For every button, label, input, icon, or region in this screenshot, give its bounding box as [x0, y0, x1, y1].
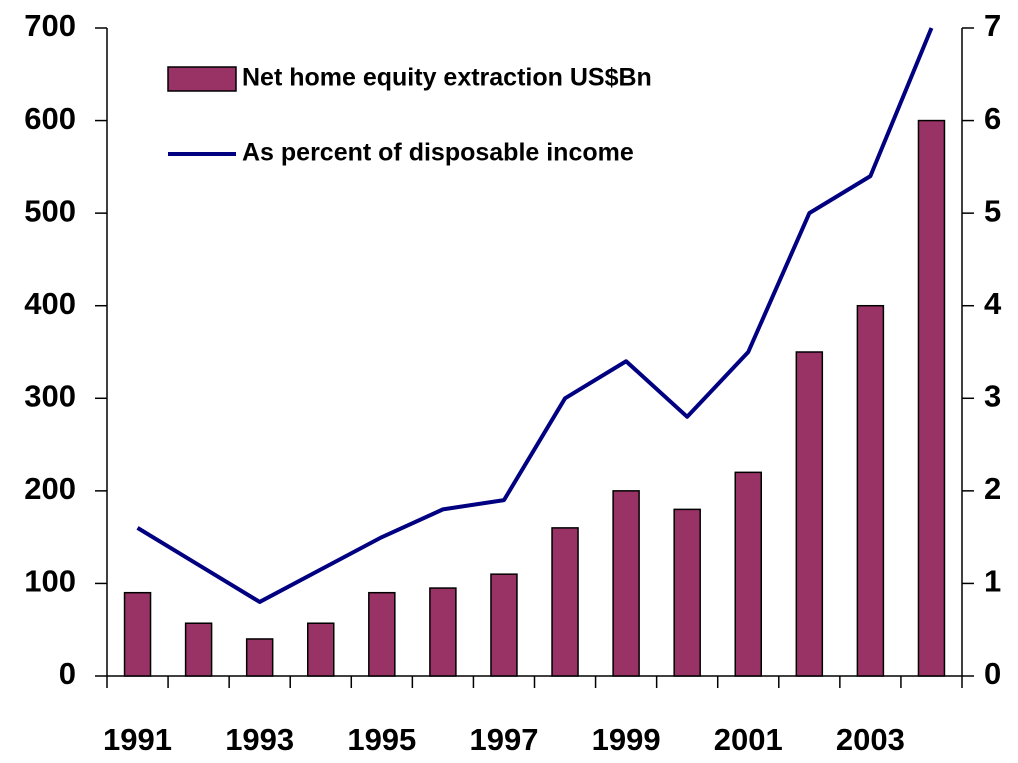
y2-tick-label: 7: [984, 8, 1001, 43]
bar: [734, 471, 762, 677]
x-tick-label: 1991: [103, 722, 172, 757]
y-tick-label: 200: [24, 471, 76, 506]
bar: [368, 591, 396, 677]
y-tick-label: 700: [24, 8, 76, 43]
legend-label: Net home equity extraction US$Bn: [242, 64, 652, 92]
bar: [307, 622, 335, 677]
y-tick-label: 500: [24, 193, 76, 228]
line: [136, 27, 934, 604]
x-tick-label: 1999: [592, 722, 661, 757]
y2-tick-label: 1: [984, 564, 1001, 599]
y2-tick-label: 6: [984, 101, 1001, 136]
bar: [856, 304, 885, 677]
y-tick-label: 100: [24, 564, 76, 599]
legend-label: As percent of disposable income: [242, 139, 634, 167]
bar: [490, 573, 518, 677]
x-tick-label: 2003: [836, 722, 905, 757]
y-tick-label: 600: [24, 101, 76, 136]
x-tick-label: 1993: [225, 722, 294, 757]
bar: [184, 622, 213, 677]
y-tick-label: 300: [24, 378, 76, 413]
bar: [795, 351, 824, 677]
x-tick-label: 1995: [347, 722, 416, 757]
legend-swatch: [167, 66, 237, 92]
y2-tick-label: 4: [984, 286, 1002, 321]
bar: [612, 490, 640, 677]
bar: [917, 119, 946, 677]
y2-tick-label: 5: [984, 193, 1001, 228]
y-tick-label: 400: [24, 286, 76, 321]
bar: [673, 508, 701, 677]
bar: [429, 587, 457, 677]
x-tick-label: 1997: [469, 722, 538, 757]
bar: [123, 591, 152, 677]
bar: [245, 638, 274, 677]
bar: [551, 527, 579, 677]
y2-tick-label: 2: [984, 471, 1001, 506]
x-tick-label: 2001: [714, 722, 783, 757]
y2-tick-label: 0: [984, 656, 1001, 691]
y2-tick-label: 3: [984, 378, 1001, 413]
y-tick-label: 0: [59, 656, 76, 691]
